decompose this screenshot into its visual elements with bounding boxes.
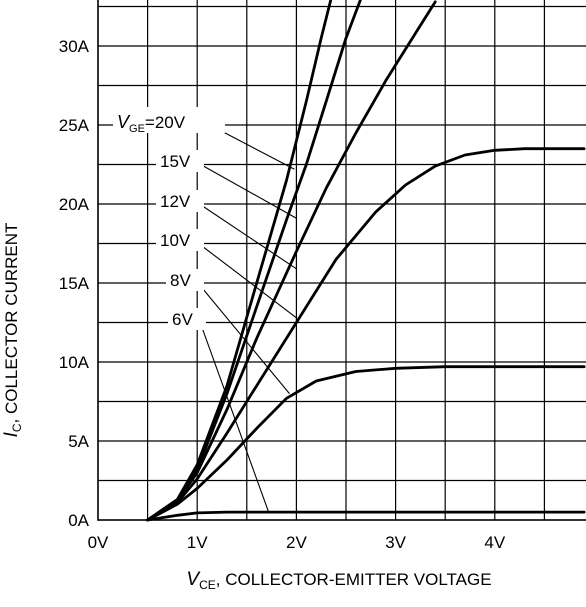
- curve-label-8v: 8V: [170, 271, 191, 290]
- leader-line-15v: [197, 162, 297, 219]
- curve-label-6v: 6V: [172, 310, 193, 329]
- curve-label-subscript: GE: [129, 123, 145, 135]
- label-background-10v: [156, 229, 204, 251]
- curve-label-suffix: =20V: [145, 113, 186, 132]
- curve-label-10v: 10V: [160, 231, 191, 250]
- y-tick-label: 30A: [59, 37, 90, 56]
- x-axis-ticks: 0V 1V 2V 3V 4V: [88, 533, 506, 552]
- x-axis-label-text: , COLLECTOR-EMITTER VOLTAGE: [216, 570, 492, 589]
- x-axis-label-symbol: V: [186, 569, 201, 590]
- series-line-8v: [146, 365, 586, 522]
- label-background-15v: [156, 150, 204, 172]
- leader-line-8v: [197, 282, 290, 394]
- x-axis-label-subscript: CE: [199, 578, 216, 592]
- label-background-6v: [168, 308, 206, 330]
- y-axis-label-text: , COLLECTOR CURRENT: [2, 223, 21, 424]
- y-tick-label: 0A: [68, 511, 89, 530]
- x-tick-label: 1V: [187, 533, 208, 552]
- leader-line-6v: [199, 321, 270, 513]
- curve-label-symbol: V: [117, 112, 131, 132]
- y-tick-label: 20A: [59, 195, 90, 214]
- curve-label-12v: 12V: [160, 192, 191, 211]
- plot-frame: [97, 0, 586, 521]
- y-axis-ticks: 0A 5A 10A 15A 20A 25A 30A: [59, 37, 90, 530]
- x-tick-label: 2V: [286, 533, 307, 552]
- x-axis-label: VCE, COLLECTOR-EMITTER VOLTAGE: [186, 569, 491, 592]
- series-line-6v: [146, 510, 586, 522]
- label-background-12v: [156, 190, 204, 212]
- leader-line-12v: [197, 202, 297, 270]
- y-tick-label: 25A: [59, 116, 90, 135]
- x-tick-label: 3V: [385, 533, 406, 552]
- label-background-8v: [166, 269, 204, 291]
- curve-annotations: VGE=20V 15V 12V 10V 8V 6V: [113, 107, 297, 513]
- leader-line-10v: [197, 242, 297, 319]
- y-tick-label: 10A: [59, 353, 90, 372]
- chart-series: [146, 0, 586, 522]
- x-tick-label: 4V: [484, 533, 505, 552]
- series-line-12v: [146, 0, 437, 522]
- y-axis-label-symbol: I: [1, 431, 22, 437]
- curve-label-15v: 15V: [160, 152, 191, 171]
- chart-grid: [97, 0, 586, 521]
- curve-label-v-ge-20v: VGE=20V: [117, 112, 186, 135]
- y-axis-label-subscript: C: [10, 423, 24, 432]
- y-tick-label: 5A: [68, 432, 89, 451]
- y-tick-label: 15A: [59, 274, 90, 293]
- y-axis-label: IC, COLLECTOR CURRENT: [1, 223, 24, 438]
- x-tick-label: 0V: [88, 533, 109, 552]
- label-background-v-ge-20v: [113, 107, 225, 133]
- series-line-10v: [146, 147, 586, 522]
